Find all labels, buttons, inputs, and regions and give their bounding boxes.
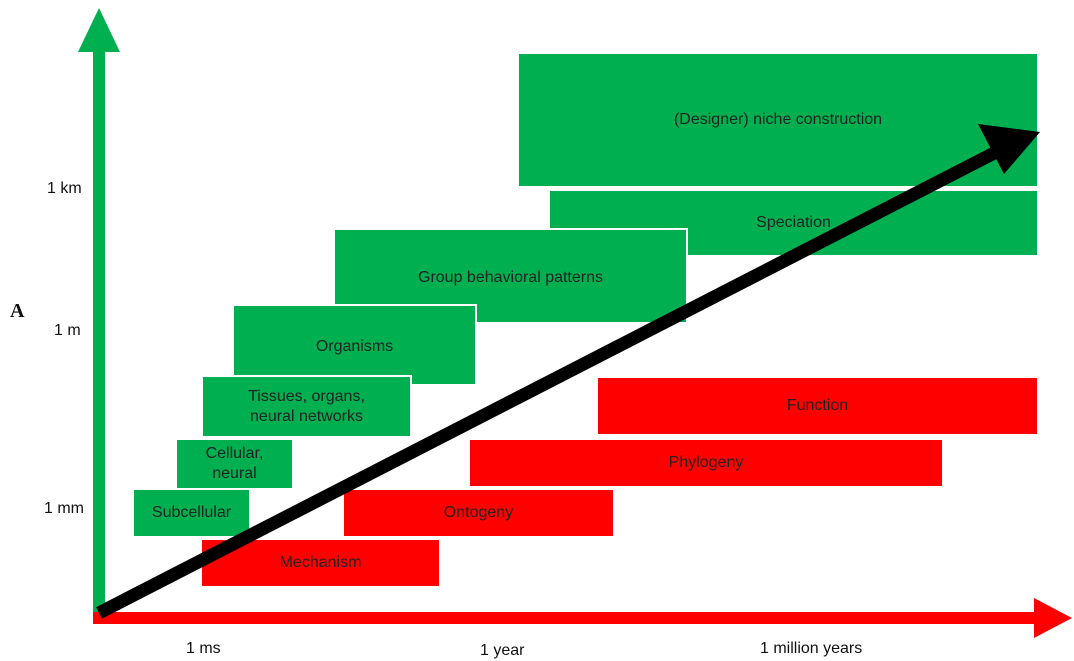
x-axis-line [93, 612, 1038, 624]
y-axis-line [93, 48, 105, 620]
box-phylogeny: Phylogeny [468, 438, 944, 488]
x-axis-arrowhead [1034, 598, 1072, 638]
box-subcellular: Subcellular [132, 488, 251, 538]
panel-label: A [10, 300, 25, 322]
box-organisms: Organisms [232, 304, 477, 386]
box-ontogeny: Ontogeny [342, 488, 615, 538]
diagonal-arrow-shaft [96, 144, 1003, 619]
x-tick-1year: 1 year [480, 642, 525, 659]
box-tissues-organs: Tissues, organs, neural networks [201, 375, 412, 438]
y-tick-1m: 1 m [54, 322, 81, 339]
y-axis-arrowhead [78, 8, 120, 52]
box-cellular-neural: Cellular, neural [175, 438, 294, 490]
box-niche-construction: (Designer) niche construction [517, 52, 1039, 188]
x-tick-1ms: 1 ms [186, 640, 221, 657]
y-tick-1mm: 1 mm [44, 500, 84, 517]
y-tick-1km: 1 km [47, 180, 82, 197]
x-tick-1million: 1 million years [760, 640, 863, 657]
box-organisms-label: Organisms [315, 338, 394, 355]
box-group-label: Group behavioral patterns [418, 269, 603, 286]
diagonal-arrow-head [978, 124, 1040, 174]
box-function: Function [596, 376, 1039, 436]
